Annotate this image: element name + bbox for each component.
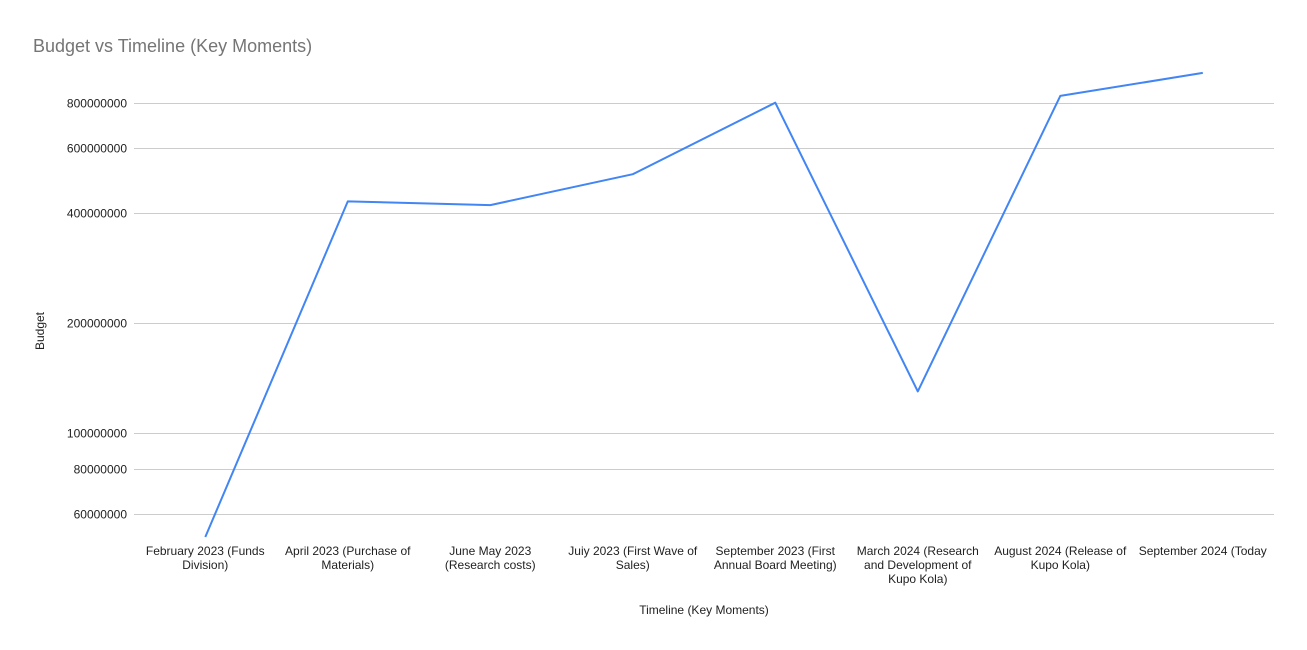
y-tick-label: 200000000 bbox=[67, 317, 127, 331]
x-tick-label-line: March 2024 (Research bbox=[857, 544, 979, 558]
x-tick-label-line: Juiy 2023 (First Wave of bbox=[568, 544, 698, 558]
x-tick-label: Juiy 2023 (First Wave of Sales) bbox=[568, 544, 698, 572]
series-line bbox=[204, 71, 1203, 538]
x-tick-label: February 2023 (Funds Division) bbox=[146, 544, 265, 572]
x-tick-label-line: (Research costs) bbox=[445, 558, 536, 572]
y-axis-ticks: 60000000 80000000 100000000 200000000 400000… bbox=[67, 97, 127, 522]
x-axis-categories: February 2023 (Funds Division) April 2023 … bbox=[146, 544, 1267, 586]
y-tick-label: 100000000 bbox=[67, 427, 127, 441]
x-tick-label: September 2023 (First Annual Board Meetin… bbox=[714, 544, 837, 572]
chart-title: Budget vs Timeline (Key Moments) bbox=[33, 36, 312, 56]
x-tick-label: March 2024 (Research and Development of Ku… bbox=[857, 544, 979, 586]
y-tick-label: 600000000 bbox=[67, 142, 127, 156]
y-tick-label: 80000000 bbox=[74, 463, 128, 477]
y-tick-label: 60000000 bbox=[74, 508, 128, 522]
x-tick-label-line: and Development of bbox=[864, 558, 972, 572]
x-tick-label-line: Materials) bbox=[321, 558, 374, 572]
x-tick-label-line: Division) bbox=[182, 558, 228, 572]
series-layer bbox=[204, 71, 1203, 538]
x-tick-label-line: September 2023 (First bbox=[716, 544, 836, 558]
x-tick-label: August 2024 (Release of Kupo Kola) bbox=[994, 544, 1127, 572]
y-axis-title: Budget bbox=[33, 311, 47, 350]
x-tick-label-line: February 2023 (Funds bbox=[146, 544, 265, 558]
x-tick-label-line: August 2024 (Release of bbox=[994, 544, 1127, 558]
gridlines bbox=[134, 103, 1274, 515]
x-tick-label: June May 2023 (Research costs) bbox=[445, 544, 536, 572]
y-tick-label: 400000000 bbox=[67, 207, 127, 221]
x-tick-label-line: Annual Board Meeting) bbox=[714, 558, 837, 572]
x-tick-label-line: Kupo Kola) bbox=[888, 572, 947, 586]
x-tick-label-line: Sales) bbox=[616, 558, 650, 572]
x-axis-title: Timeline (Key Moments) bbox=[639, 603, 769, 617]
x-tick-label-line: June May 2023 bbox=[449, 544, 531, 558]
x-tick-label-line: April 2023 (Purchase of bbox=[285, 544, 411, 558]
x-tick-label-line: Kupo Kola) bbox=[1031, 558, 1090, 572]
y-tick-label: 800000000 bbox=[67, 97, 127, 111]
x-tick-label: September 2024 (Today bbox=[1139, 544, 1267, 558]
x-tick-label: April 2023 (Purchase of Materials) bbox=[285, 544, 411, 572]
x-tick-label-line: September 2024 (Today bbox=[1139, 544, 1267, 558]
